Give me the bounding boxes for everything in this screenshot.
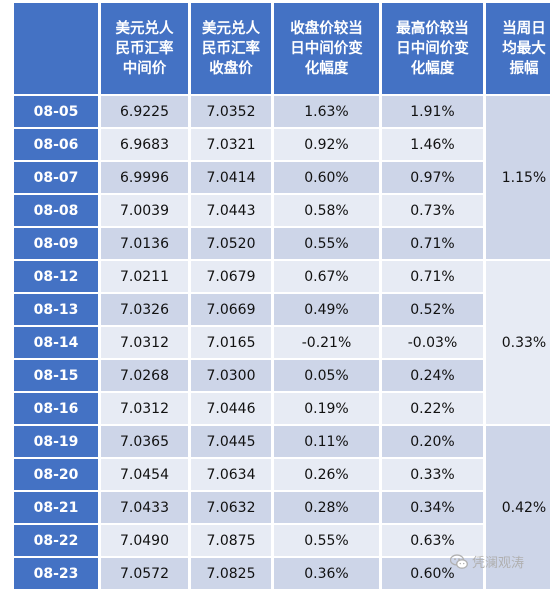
high-change-cell: 0.73%: [382, 195, 483, 226]
close-rate-cell: 7.0165: [191, 327, 271, 358]
close-change-cell: 0.60%: [274, 162, 379, 193]
mid-rate-cell: 7.0312: [101, 327, 188, 358]
header-weekly-amplitude: 当周日 均最大 振幅: [486, 3, 550, 94]
close-change-cell: 0.55%: [274, 525, 379, 556]
date-cell: 08-06: [14, 129, 98, 160]
date-cell: 08-20: [14, 459, 98, 490]
weekly-amplitude-week3: 0.42%: [486, 426, 550, 589]
weekly-amplitude-week1: 1.15%: [486, 96, 550, 259]
high-change-cell: 0.33%: [382, 459, 483, 490]
close-rate-cell: 7.0443: [191, 195, 271, 226]
close-change-cell: 0.11%: [274, 426, 379, 457]
date-cell: 08-05: [14, 96, 98, 127]
close-change-cell: 0.92%: [274, 129, 379, 160]
date-cell: 08-23: [14, 558, 98, 589]
high-change-cell: 0.52%: [382, 294, 483, 325]
wechat-icon: [450, 553, 468, 569]
close-rate-cell: 7.0446: [191, 393, 271, 424]
date-cell: 08-07: [14, 162, 98, 193]
weekly-amplitude-week2: 0.33%: [486, 261, 550, 424]
high-change-cell: 1.46%: [382, 129, 483, 160]
header-corner: [14, 3, 98, 94]
close-rate-cell: 7.0679: [191, 261, 271, 292]
mid-rate-cell: 7.0433: [101, 492, 188, 523]
watermark-text: 凭澜观涛: [472, 556, 525, 571]
header-mid-rate: 美元兑人 民币汇率 中间价: [101, 3, 188, 94]
mid-rate-cell: 7.0454: [101, 459, 188, 490]
date-cell: 08-19: [14, 426, 98, 457]
high-change-cell: 0.63%: [382, 525, 483, 556]
mid-rate-cell: 7.0326: [101, 294, 188, 325]
date-cell: 08-16: [14, 393, 98, 424]
mid-rate-cell: 7.0572: [101, 558, 188, 589]
date-cell: 08-22: [14, 525, 98, 556]
close-change-cell: 0.28%: [274, 492, 379, 523]
close-rate-cell: 7.0520: [191, 228, 271, 259]
header-close-vs-mid: 收盘价较当 日中间价变 化幅度: [274, 3, 379, 94]
close-change-cell: 0.05%: [274, 360, 379, 391]
date-cell: 08-12: [14, 261, 98, 292]
high-change-cell: 0.20%: [382, 426, 483, 457]
high-change-cell: 0.24%: [382, 360, 483, 391]
close-rate-cell: 7.0445: [191, 426, 271, 457]
date-cell: 08-13: [14, 294, 98, 325]
high-change-cell: 0.97%: [382, 162, 483, 193]
close-change-cell: -0.21%: [274, 327, 379, 358]
close-rate-cell: 7.0414: [191, 162, 271, 193]
date-cell: 08-08: [14, 195, 98, 226]
close-rate-cell: 7.0634: [191, 459, 271, 490]
header-close-rate: 美元兑人 民币汇率 收盘价: [191, 3, 271, 94]
date-cell: 08-09: [14, 228, 98, 259]
mid-rate-cell: 7.0211: [101, 261, 188, 292]
mid-rate-cell: 7.0312: [101, 393, 188, 424]
high-change-cell: 0.34%: [382, 492, 483, 523]
date-cell: 08-15: [14, 360, 98, 391]
close-change-cell: 0.55%: [274, 228, 379, 259]
high-change-cell: 0.71%: [382, 261, 483, 292]
close-rate-cell: 7.0875: [191, 525, 271, 556]
close-change-cell: 0.36%: [274, 558, 379, 589]
mid-rate-cell: 7.0268: [101, 360, 188, 391]
mid-rate-cell: 6.9996: [101, 162, 188, 193]
close-change-cell: 0.19%: [274, 393, 379, 424]
mid-rate-cell: 6.9225: [101, 96, 188, 127]
mid-rate-cell: 6.9683: [101, 129, 188, 160]
close-rate-cell: 7.0352: [191, 96, 271, 127]
header-high-vs-mid: 最高价较当 日中间价变 化幅度: [382, 3, 483, 94]
mid-rate-cell: 7.0136: [101, 228, 188, 259]
close-rate-cell: 7.0669: [191, 294, 271, 325]
close-rate-cell: 7.0300: [191, 360, 271, 391]
high-change-cell: -0.03%: [382, 327, 483, 358]
close-rate-cell: 7.0632: [191, 492, 271, 523]
watermark: 凭澜观涛: [450, 552, 524, 571]
high-change-cell: 0.71%: [382, 228, 483, 259]
close-change-cell: 0.26%: [274, 459, 379, 490]
close-change-cell: 0.49%: [274, 294, 379, 325]
fx-rate-table: 美元兑人 民币汇率 中间价 美元兑人 民币汇率 收盘价 收盘价较当 日中间价变 …: [14, 3, 550, 589]
mid-rate-cell: 7.0039: [101, 195, 188, 226]
mid-rate-cell: 7.0365: [101, 426, 188, 457]
date-cell: 08-14: [14, 327, 98, 358]
date-cell: 08-21: [14, 492, 98, 523]
close-rate-cell: 7.0321: [191, 129, 271, 160]
mid-rate-cell: 7.0490: [101, 525, 188, 556]
close-rate-cell: 7.0825: [191, 558, 271, 589]
close-change-cell: 0.67%: [274, 261, 379, 292]
high-change-cell: 1.91%: [382, 96, 483, 127]
close-change-cell: 0.58%: [274, 195, 379, 226]
high-change-cell: 0.22%: [382, 393, 483, 424]
close-change-cell: 1.63%: [274, 96, 379, 127]
